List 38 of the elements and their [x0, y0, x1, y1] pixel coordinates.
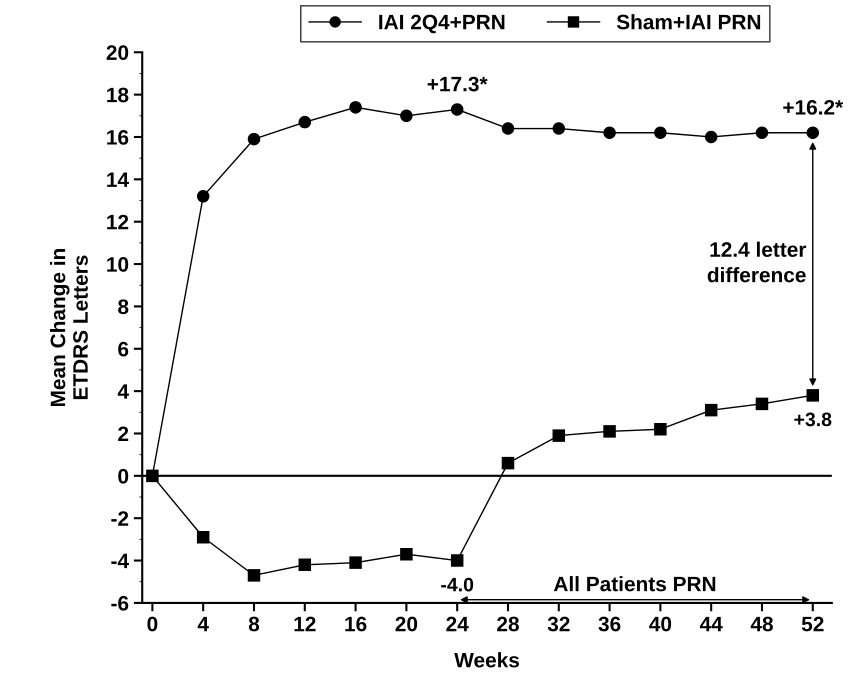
x-tick-label: 12	[294, 616, 316, 632]
x-tick-label: 20	[396, 616, 418, 632]
data-label: +17.3*	[428, 76, 488, 92]
data-label: -4.0	[441, 578, 474, 592]
x-tick-label: 32	[548, 616, 570, 632]
y-tick-label: 10	[107, 257, 128, 272]
x-tick-label: 52	[802, 616, 824, 632]
annotation: 12.4 letter difference	[708, 242, 806, 282]
y-tick-label: -2	[111, 511, 128, 526]
x-tick-label: 16	[345, 616, 366, 632]
x-axis-title: Weeks	[454, 652, 519, 668]
x-tick-label: 24	[446, 616, 469, 632]
data-label: +3.8	[794, 412, 832, 426]
y-tick-label: 14	[107, 172, 129, 187]
data-label: +16.2*	[783, 100, 844, 115]
y-tick-label: 12	[107, 214, 128, 230]
y-tick-label: 16	[107, 130, 128, 145]
x-tick-label: 48	[750, 616, 773, 632]
legend-label: Sham+IAI PRN	[616, 14, 760, 30]
x-tick-label: 28	[497, 616, 519, 632]
y-tick-label: 20	[106, 45, 128, 60]
y-tick-label: 8	[118, 299, 128, 314]
y-tick-label: 18	[107, 88, 128, 102]
x-tick-label: 44	[700, 616, 723, 632]
y-axis-title: Mean Change in ETDRS Letters	[50, 249, 88, 406]
x-tick-label: 0	[147, 616, 158, 632]
x-tick-label: 40	[649, 616, 672, 632]
y-tick-label: -6	[111, 596, 128, 611]
annotation: All Patients PRN	[554, 576, 716, 592]
y-tick-label: 0	[118, 468, 128, 484]
x-tick-label: 8	[248, 616, 260, 632]
legend-label: IAI 2Q4+PRN	[379, 14, 504, 34]
y-tick-label: 6	[118, 342, 128, 357]
x-tick-label: 4	[198, 616, 209, 632]
y-tick-label: 2	[118, 426, 128, 442]
x-tick-label: 36	[598, 616, 620, 632]
y-tick-label: 4	[118, 384, 129, 399]
y-tick-label: -4	[111, 554, 129, 568]
